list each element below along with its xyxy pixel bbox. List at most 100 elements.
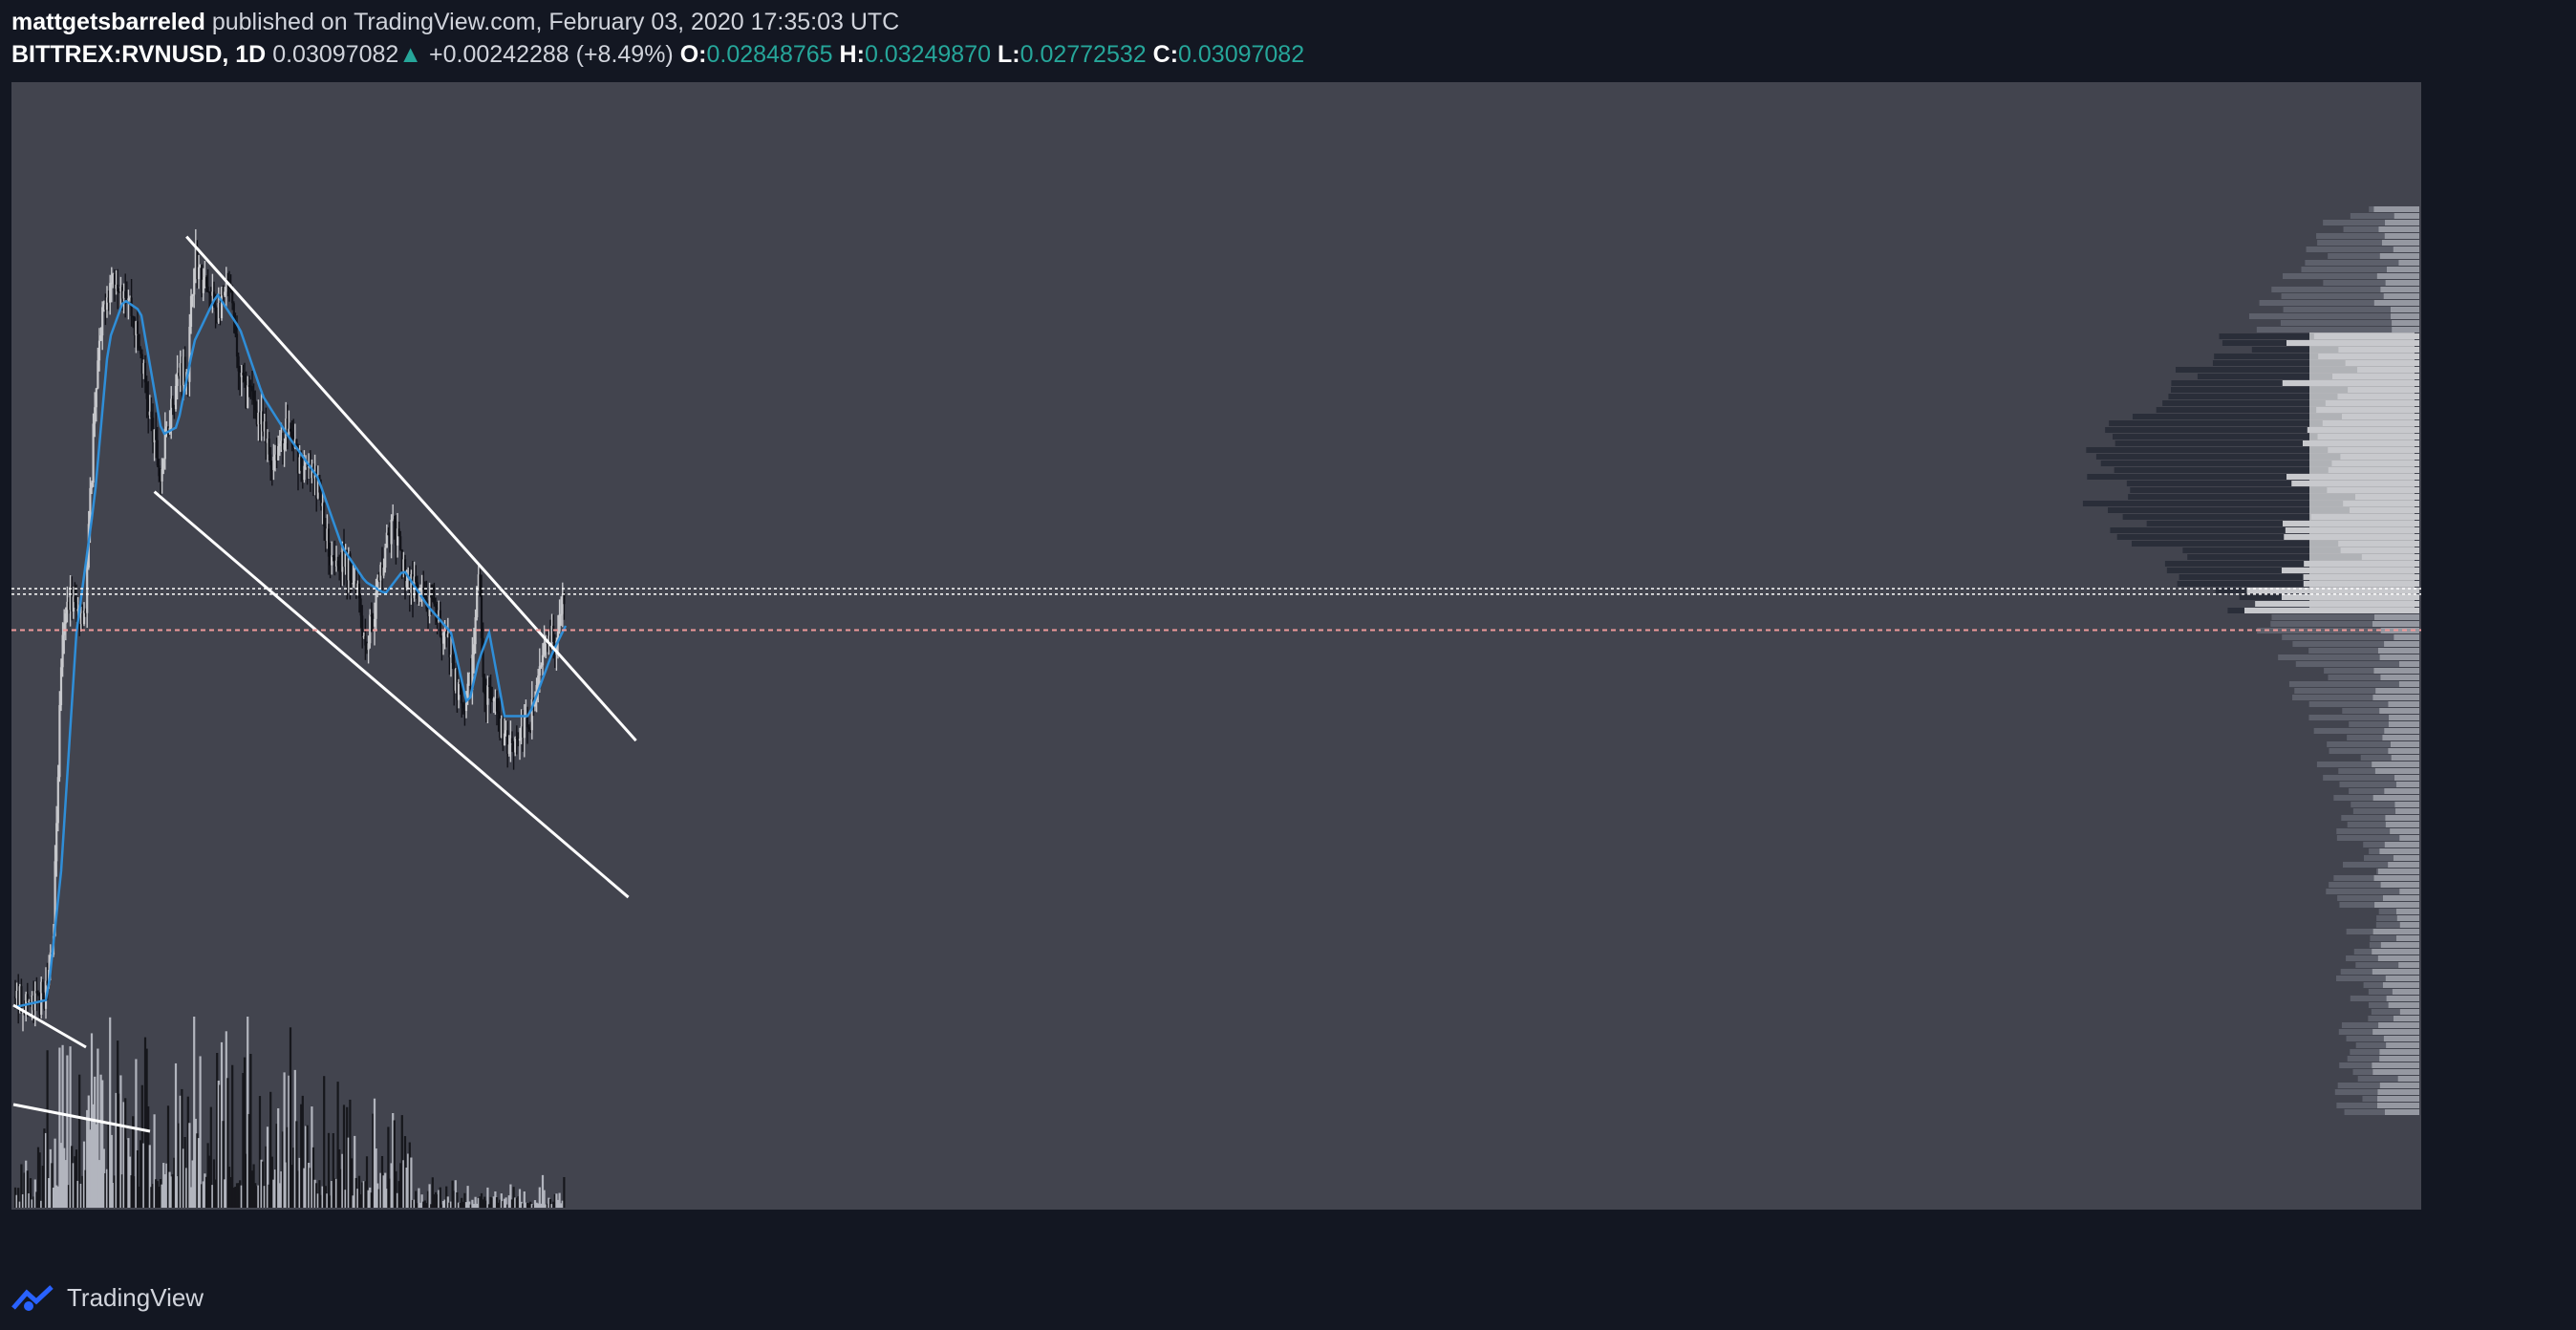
volume-bar (336, 1082, 339, 1208)
candle-body (461, 683, 463, 704)
symbol-label[interactable]: BITTREX:RVNUSD, 1D (11, 41, 267, 68)
candle-body (517, 738, 520, 741)
candle-body (390, 520, 393, 545)
volume-bar (133, 1176, 136, 1208)
candle-body (231, 289, 234, 304)
candle-body (476, 586, 479, 618)
candle-body (331, 555, 333, 566)
volume-bar (102, 1148, 105, 1208)
candle-body (61, 634, 64, 668)
volume-bar (486, 1187, 489, 1208)
volume-bar (209, 1106, 212, 1208)
candle-body (499, 714, 502, 739)
candle-body (211, 291, 214, 296)
volume-bar (515, 1197, 518, 1208)
chart-area[interactable]: 0.105000000.090000000.075000000.06500000… (11, 82, 2549, 1245)
volume-bar (499, 1199, 502, 1208)
volume-bar (242, 1073, 245, 1208)
candle-body (510, 738, 514, 744)
candle-body (410, 574, 413, 593)
volume-bar (269, 1091, 272, 1208)
candle-body (277, 445, 280, 461)
candle-body (362, 635, 365, 638)
volume-bar (163, 1174, 166, 1208)
candle-body (547, 635, 550, 645)
volume-bar (365, 1156, 369, 1208)
volume-profile-bar (2327, 741, 2391, 747)
volume-profile-bar (2391, 755, 2419, 761)
volume-profile-bar (2341, 1022, 2379, 1028)
candle-body (495, 697, 499, 712)
candle-body (514, 737, 517, 753)
volume-profile-bar (2126, 481, 2292, 486)
volume-bar (202, 1181, 204, 1208)
candle-body (309, 465, 311, 479)
volume-profile-bar (2373, 206, 2419, 212)
volume-bar (130, 1175, 133, 1208)
candle-body (229, 288, 232, 290)
volume-profile-bar (2369, 206, 2374, 212)
candle-body (183, 356, 186, 386)
volume-profile-bar (2362, 1096, 2378, 1102)
candle-body (26, 994, 29, 1002)
candle-body (102, 304, 105, 308)
volume-bar (480, 1192, 483, 1208)
volume-profile-bar (2399, 1009, 2419, 1015)
volume-profile-bar (2333, 875, 2374, 881)
volume-bar (64, 1160, 67, 1208)
volume-bar (352, 1195, 354, 1208)
volume-profile-bar (2087, 474, 2287, 480)
volume-bar (158, 1186, 161, 1208)
candle-body (92, 423, 95, 483)
tradingview-brand[interactable]: TradingView (67, 1282, 204, 1312)
candle-body (59, 667, 63, 706)
candle-body (323, 503, 326, 526)
volume-bar (140, 1084, 143, 1208)
candle-body (384, 547, 387, 568)
volume-bar (561, 1200, 564, 1208)
candle-body (150, 411, 153, 418)
volume-bar (388, 1178, 392, 1208)
volume-bar (74, 1156, 76, 1208)
candle-body (375, 591, 377, 619)
volume-bar (369, 1187, 372, 1208)
price-change: +0.00242288 (+8.49%) (429, 41, 674, 68)
candle-body (81, 612, 84, 625)
volume-profile-bar (2339, 782, 2396, 787)
volume-profile-bar (2270, 621, 2372, 627)
candle-body (520, 726, 523, 740)
volume-bar (411, 1199, 415, 1208)
volume-bar (509, 1184, 512, 1208)
candle-body (324, 526, 327, 542)
candle-body (555, 640, 558, 655)
volume-bar (344, 1190, 347, 1208)
candle-body (35, 991, 38, 994)
volume-bar (443, 1199, 446, 1208)
volume-bar (52, 1187, 55, 1208)
candle-body (110, 282, 113, 285)
volume-bar (43, 1128, 46, 1208)
author-name[interactable]: mattgetsbarreled (11, 9, 205, 35)
volume-bar (547, 1197, 550, 1208)
volume-bar (333, 1178, 336, 1208)
volume-bar (15, 1194, 18, 1208)
volume-profile-bar (2281, 293, 2384, 299)
volume-profile-bar (2316, 762, 2372, 767)
volume-bar (497, 1202, 500, 1208)
candle-body (74, 596, 76, 603)
price-chart[interactable]: 0.105000000.090000000.075000000.06500000… (11, 82, 2549, 1245)
candle-body (148, 411, 151, 416)
candle-body (497, 711, 500, 715)
candle-body (347, 553, 350, 581)
volume-bar (430, 1204, 433, 1208)
volume-profile-bar (2219, 333, 2314, 339)
candle-body (484, 694, 487, 705)
candle-body (145, 382, 148, 399)
volume-bar (527, 1203, 530, 1208)
volume-bar (303, 1168, 306, 1208)
tradingview-logo-icon[interactable] (10, 1283, 55, 1312)
candle-body (171, 398, 174, 408)
volume-profile-bar (2329, 882, 2381, 888)
volume-profile-bar (2369, 848, 2380, 854)
candle-body (286, 418, 289, 438)
